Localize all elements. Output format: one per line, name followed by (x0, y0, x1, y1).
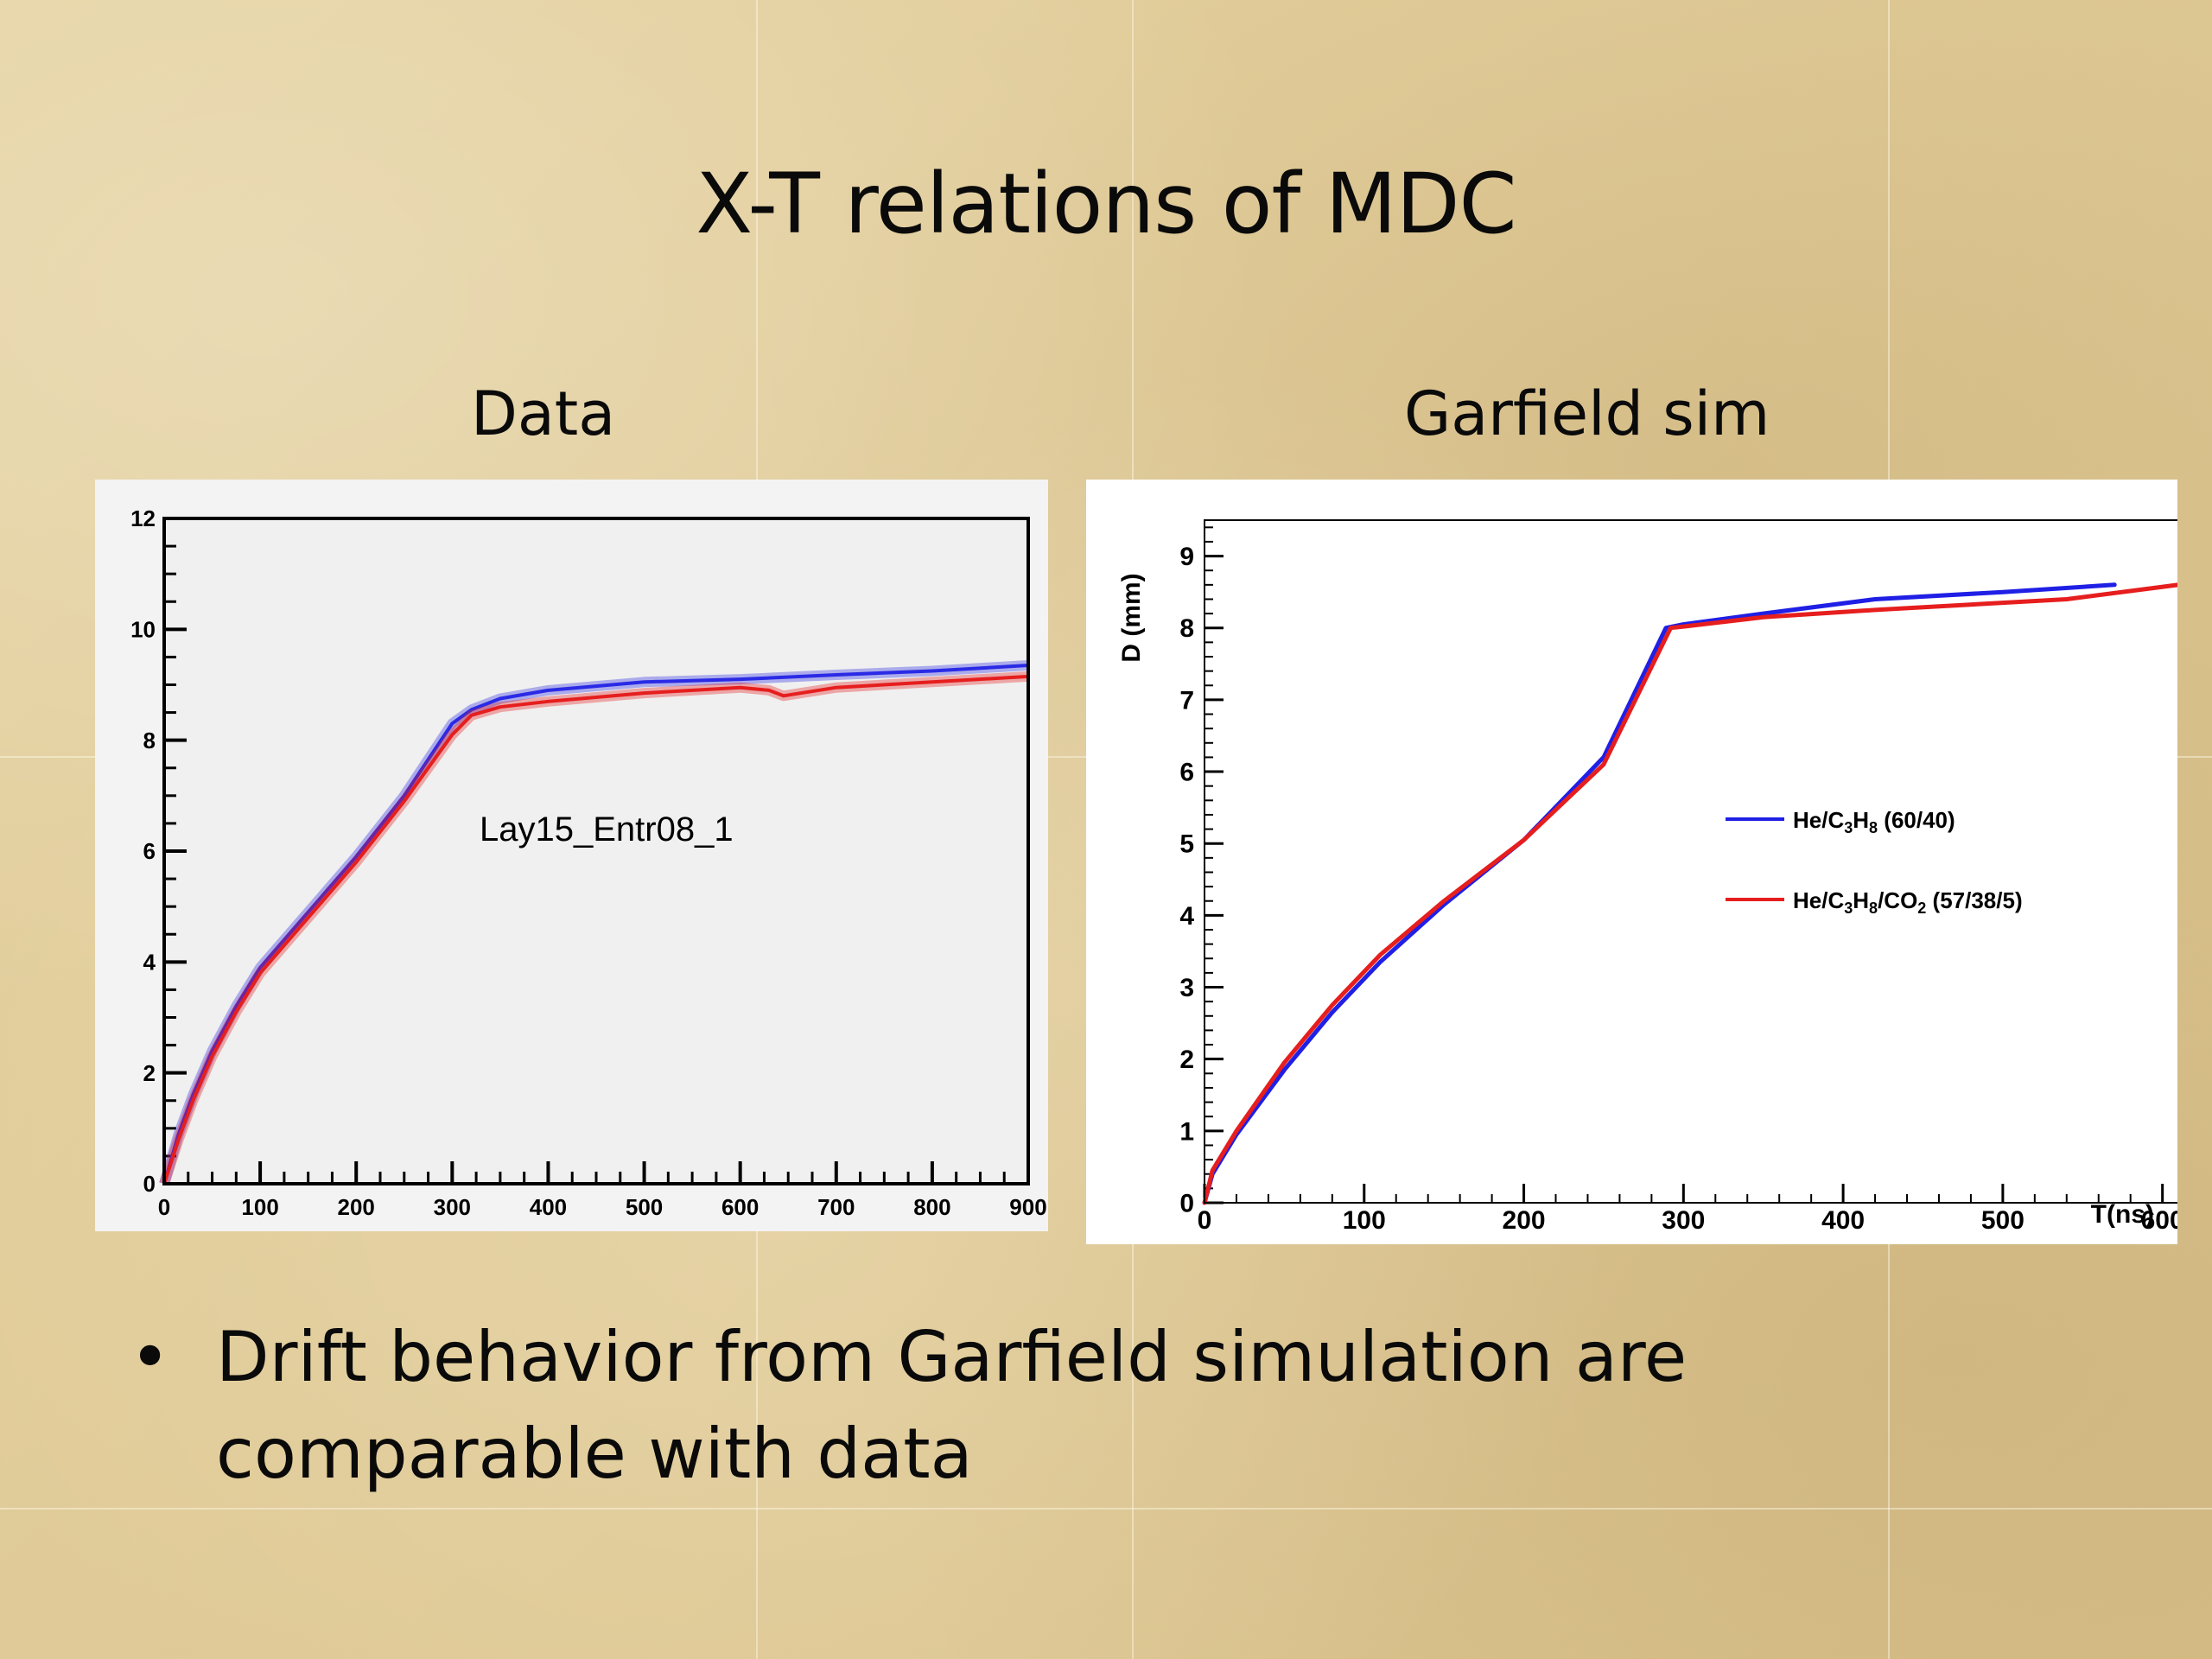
x-tick-label: 500 (626, 1194, 663, 1220)
x-tick-label: 500 (1981, 1206, 2024, 1235)
legend: He/C3H8 (60/40) He/C3H8/CO2 (57/38/5) (1726, 807, 2023, 917)
plot-frame (1204, 519, 2177, 1204)
bullet-point: • Drift behavior from Garfield simulatio… (130, 1309, 2031, 1503)
y-tick-label: 12 (130, 505, 156, 531)
y-tick-label: 6 (1179, 759, 1194, 787)
plot-frame (162, 517, 1030, 1185)
left-chart-caption: Data (471, 378, 616, 449)
y-tick-label: 2 (1179, 1046, 1194, 1074)
legend-label-he-c3h8-co2: He/C3H8/CO2 (57/38/5) (1793, 887, 2023, 917)
y-tick-label: 2 (143, 1060, 156, 1086)
data-chart-panel: 0 100 200 300 400 500 600 700 800 900 0 2 4 6 8 10 12 La… (95, 480, 1048, 1231)
y-tick-label: 8 (1179, 614, 1194, 643)
data-chart: 0 100 200 300 400 500 600 700 800 900 0 2 4 6 8 10 12 La… (95, 480, 1048, 1231)
y-tick-label: 0 (143, 1171, 156, 1197)
sim-chart-panel: 0 100 200 300 400 500 600 0 1 2 3 4 5 6 7 8 9 D (mm) T(n… (1086, 480, 2177, 1244)
y-axis-label: D (mm) (1117, 573, 1146, 662)
series-line-2 (1202, 582, 2177, 1205)
x-tick-label: 900 (1009, 1194, 1046, 1220)
y-tick-label: 5 (1179, 830, 1194, 859)
plot-area (164, 518, 1028, 1184)
series-line-2 (162, 674, 1030, 1185)
x-axis-label: T(ns) (2091, 1200, 2154, 1229)
chart-background (1086, 480, 2177, 1244)
series-line-1 (162, 664, 1030, 1185)
legend-label-he-c3h8: He/C3H8 (60/40) (1793, 807, 1955, 836)
x-tick-label: 700 (817, 1194, 855, 1220)
x-tick-label: 200 (338, 1194, 375, 1220)
y-tick-label: 6 (143, 838, 156, 864)
right-chart-caption: Garfield sim (1404, 378, 1770, 449)
x-tick-label: 400 (1821, 1206, 1865, 1235)
x-tick-label: 300 (1662, 1206, 1705, 1235)
y-tick-label: 8 (143, 728, 156, 753)
histogram-label: Lay15_Entr08_1 (480, 810, 734, 849)
x-tick-label: 800 (913, 1194, 950, 1220)
x-tick-label: 400 (530, 1194, 567, 1220)
sim-chart: 0 100 200 300 400 500 600 0 1 2 3 4 5 6 7 8 9 D (mm) T(n… (1086, 480, 2177, 1244)
y-tick-label: 0 (1179, 1190, 1194, 1218)
x-tick-label: 200 (1503, 1206, 1546, 1235)
y-tick-label: 3 (1179, 974, 1194, 1002)
x-tick-label: 300 (434, 1194, 471, 1220)
x-tick-label: 600 (721, 1194, 759, 1220)
x-tick-label: 0 (1198, 1206, 1212, 1235)
x-tick-label: 100 (241, 1194, 278, 1220)
y-tick-label: 10 (130, 616, 156, 642)
y-tick-label: 4 (143, 949, 156, 975)
y-tick-label: 1 (1179, 1117, 1194, 1146)
y-tick-label: 9 (1179, 543, 1194, 571)
x-tick-label: 600 (2141, 1206, 2177, 1235)
bullet-symbol: • (130, 1317, 171, 1397)
x-tick-label: 100 (1343, 1206, 1386, 1235)
bullet-text: Drift behavior from Garfield simulation … (216, 1317, 1688, 1494)
slide-title: X-T relations of MDC (696, 156, 1516, 252)
x-tick-label: 0 (158, 1194, 170, 1220)
background-tile-seam (0, 1508, 2212, 1510)
y-tick-label: 4 (1179, 902, 1194, 931)
y-tick-label: 7 (1179, 686, 1194, 715)
